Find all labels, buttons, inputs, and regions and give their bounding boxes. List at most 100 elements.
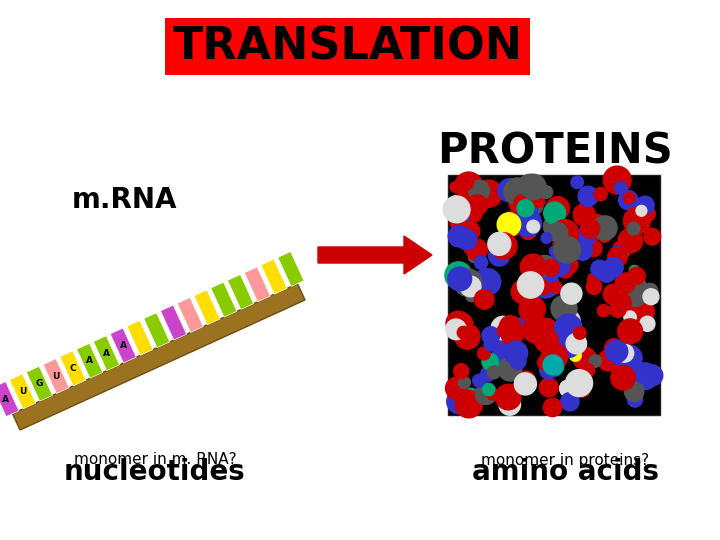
Circle shape: [627, 222, 640, 235]
Circle shape: [591, 260, 608, 278]
Circle shape: [541, 343, 567, 370]
Circle shape: [644, 228, 660, 245]
Circle shape: [450, 215, 465, 230]
Circle shape: [608, 247, 627, 267]
Circle shape: [520, 224, 536, 240]
Circle shape: [603, 258, 624, 277]
Circle shape: [624, 193, 635, 204]
Text: C: C: [70, 364, 76, 373]
Circle shape: [598, 350, 619, 371]
Circle shape: [474, 256, 487, 269]
Circle shape: [544, 398, 562, 416]
Circle shape: [516, 371, 536, 390]
Circle shape: [559, 380, 576, 397]
Circle shape: [607, 173, 625, 191]
Circle shape: [550, 282, 562, 294]
Circle shape: [611, 344, 624, 357]
Circle shape: [462, 175, 479, 192]
Circle shape: [489, 323, 513, 347]
Circle shape: [615, 182, 627, 194]
Circle shape: [492, 340, 521, 368]
Circle shape: [477, 347, 490, 360]
Circle shape: [643, 289, 659, 305]
Circle shape: [618, 319, 642, 344]
Polygon shape: [228, 274, 253, 309]
Circle shape: [541, 233, 552, 244]
Circle shape: [518, 272, 544, 298]
Circle shape: [498, 213, 521, 237]
Circle shape: [636, 196, 654, 214]
Polygon shape: [194, 290, 220, 325]
Polygon shape: [9, 374, 36, 409]
Circle shape: [586, 279, 602, 294]
Circle shape: [594, 187, 607, 201]
Circle shape: [589, 355, 601, 367]
Circle shape: [544, 215, 565, 237]
Circle shape: [503, 318, 513, 328]
Circle shape: [575, 349, 587, 360]
Circle shape: [642, 365, 663, 386]
Circle shape: [533, 195, 545, 207]
Circle shape: [535, 329, 558, 353]
Circle shape: [566, 370, 593, 396]
Text: A: A: [86, 356, 93, 366]
Circle shape: [498, 179, 521, 202]
Circle shape: [636, 205, 647, 216]
Circle shape: [499, 394, 521, 415]
Circle shape: [601, 262, 613, 274]
Circle shape: [454, 269, 482, 296]
Circle shape: [455, 324, 480, 349]
Polygon shape: [177, 298, 203, 333]
Circle shape: [456, 230, 477, 249]
Circle shape: [544, 341, 562, 360]
Circle shape: [611, 246, 624, 259]
Circle shape: [527, 220, 539, 233]
Circle shape: [518, 174, 542, 199]
Circle shape: [460, 276, 481, 297]
Circle shape: [615, 345, 642, 372]
Circle shape: [474, 289, 494, 309]
Circle shape: [631, 363, 658, 389]
Circle shape: [557, 334, 580, 357]
Circle shape: [624, 311, 636, 323]
Circle shape: [554, 237, 580, 263]
Circle shape: [613, 293, 631, 311]
Circle shape: [540, 361, 557, 379]
Circle shape: [449, 196, 461, 207]
Polygon shape: [77, 343, 103, 379]
Circle shape: [541, 354, 564, 376]
Circle shape: [549, 246, 560, 256]
Polygon shape: [27, 366, 53, 401]
Circle shape: [482, 354, 499, 370]
Circle shape: [446, 377, 468, 400]
Circle shape: [460, 221, 480, 241]
Circle shape: [522, 194, 543, 215]
Circle shape: [469, 180, 490, 201]
Circle shape: [487, 388, 498, 400]
Circle shape: [573, 204, 595, 226]
Circle shape: [450, 181, 461, 192]
Circle shape: [552, 334, 573, 354]
Circle shape: [518, 377, 530, 389]
Polygon shape: [12, 284, 305, 430]
Circle shape: [466, 291, 477, 302]
Text: monomer in m. RNA?: monomer in m. RNA?: [73, 453, 236, 468]
Circle shape: [606, 340, 628, 362]
Circle shape: [455, 390, 482, 418]
Circle shape: [457, 326, 469, 339]
Circle shape: [459, 376, 470, 389]
Circle shape: [511, 280, 536, 304]
Circle shape: [455, 172, 482, 200]
Polygon shape: [127, 320, 153, 355]
Polygon shape: [110, 328, 136, 363]
Text: A: A: [103, 349, 110, 357]
Circle shape: [458, 174, 474, 190]
Circle shape: [530, 178, 542, 190]
Circle shape: [467, 195, 487, 215]
Circle shape: [581, 363, 595, 377]
Circle shape: [461, 388, 480, 408]
Circle shape: [598, 264, 616, 282]
Circle shape: [538, 354, 554, 371]
Circle shape: [623, 281, 648, 306]
Circle shape: [572, 240, 593, 260]
